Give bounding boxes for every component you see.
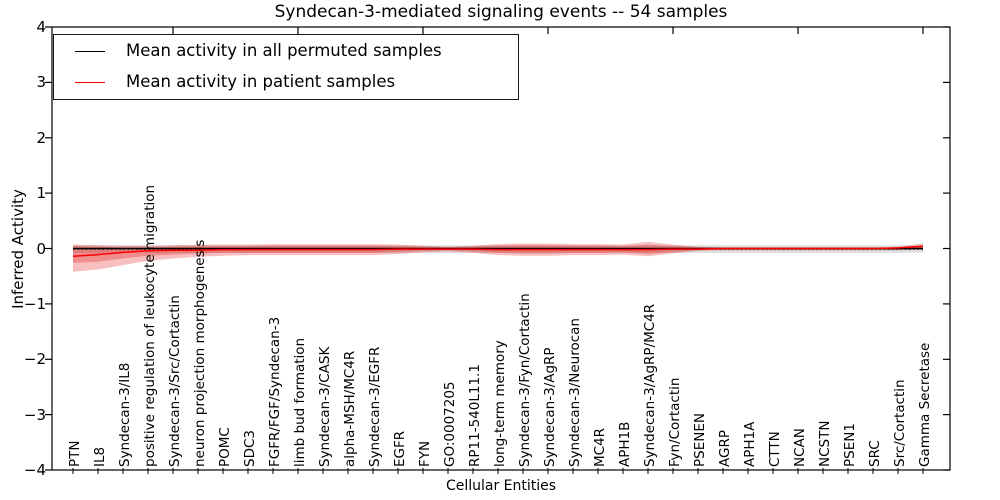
x-tick-label: EGFR bbox=[392, 430, 408, 467]
x-tick-label: FGFR/FGF/Syndecan-3 bbox=[267, 316, 283, 467]
y-tick-label: 0 bbox=[36, 239, 46, 258]
chart-title: Syndecan-3-mediated signaling events -- … bbox=[274, 2, 728, 22]
x-tick-label: CTTN bbox=[767, 431, 783, 467]
legend-entry: Mean activity in patient samples bbox=[54, 68, 518, 98]
x-tick-label: alpha-MSH/MC4R bbox=[342, 350, 358, 467]
x-tick-label: Fyn/Cortactin bbox=[667, 377, 683, 467]
legend-entry-label: Mean activity in patient samples bbox=[126, 72, 396, 91]
x-tick-label: Syndecan-3/AgRP bbox=[542, 347, 558, 467]
x-tick-label: SRC bbox=[867, 440, 883, 467]
x-tick-label: positive regulation of leukocyte migrati… bbox=[142, 184, 158, 467]
x-tick-label: IL8 bbox=[92, 446, 108, 467]
y-tick-label: −3 bbox=[23, 405, 46, 424]
x-tick-label: POMC bbox=[217, 427, 233, 467]
y-tick-label: 3 bbox=[36, 73, 46, 92]
y-tick-label: 1 bbox=[36, 184, 46, 203]
y-tick-label: −1 bbox=[23, 294, 46, 313]
x-tick-label: SDC3 bbox=[242, 430, 258, 467]
x-tick-label: NCAN bbox=[792, 428, 808, 467]
y-tick-label: 2 bbox=[36, 128, 46, 147]
x-tick-label: Syndecan-3/CASK bbox=[317, 346, 333, 467]
x-tick-label: NCSTN bbox=[817, 420, 833, 467]
x-tick-label: PSEN1 bbox=[842, 423, 858, 467]
x-tick-label: Syndecan-3/IL8 bbox=[117, 362, 133, 467]
y-tick-label: −2 bbox=[23, 350, 46, 369]
legend-line-sample-black bbox=[75, 51, 105, 52]
series-line-solid-red bbox=[72, 245, 924, 258]
x-tick-label: GO:0007205 bbox=[442, 381, 458, 467]
x-tick-label: long-term memory bbox=[492, 340, 508, 467]
x-tick-label: Syndecan-3/EGFR bbox=[367, 346, 383, 467]
x-tick-label: Syndecan-3/Neurocan bbox=[567, 318, 583, 467]
x-tick-label: Src/Cortactin bbox=[892, 379, 908, 467]
x-tick-label: FYN bbox=[417, 440, 433, 467]
x-tick-label: APH1A bbox=[742, 421, 758, 467]
x-tick-label: Gamma Secretase bbox=[917, 342, 933, 467]
x-tick-label: limb bud formation bbox=[292, 337, 308, 467]
y-tick-label: −4 bbox=[23, 461, 46, 479]
x-tick-label: Syndecan-3/Fyn/Cortactin bbox=[517, 293, 533, 467]
x-tick-label: Syndecan-3/AgRP/MC4R bbox=[642, 303, 658, 467]
legend-line-sample-red bbox=[75, 82, 105, 83]
x-tick-label: MC4R bbox=[592, 427, 608, 467]
x-tick-label: AGRP bbox=[717, 430, 733, 467]
legend-entry: Mean activity in all permuted samples bbox=[54, 37, 518, 67]
x-tick-label: neuron projection morphogenesis bbox=[192, 239, 208, 467]
legend: Mean activity in all permuted samples Me… bbox=[53, 34, 519, 100]
legend-entry-label: Mean activity in all permuted samples bbox=[126, 41, 442, 60]
x-tick-label: RP11-540L11.1 bbox=[467, 364, 483, 467]
x-axis-label: Cellular Entities bbox=[445, 478, 557, 494]
x-tick-label: PSENEN bbox=[692, 413, 708, 467]
x-tick-label: Syndecan-3/Src/Cortactin bbox=[167, 295, 183, 467]
y-axis-label: Inferred Activity bbox=[9, 189, 27, 309]
x-tick-label: PTN bbox=[67, 440, 83, 468]
x-tick-label: APH1B bbox=[617, 421, 633, 467]
y-tick-label: 4 bbox=[36, 18, 46, 36]
